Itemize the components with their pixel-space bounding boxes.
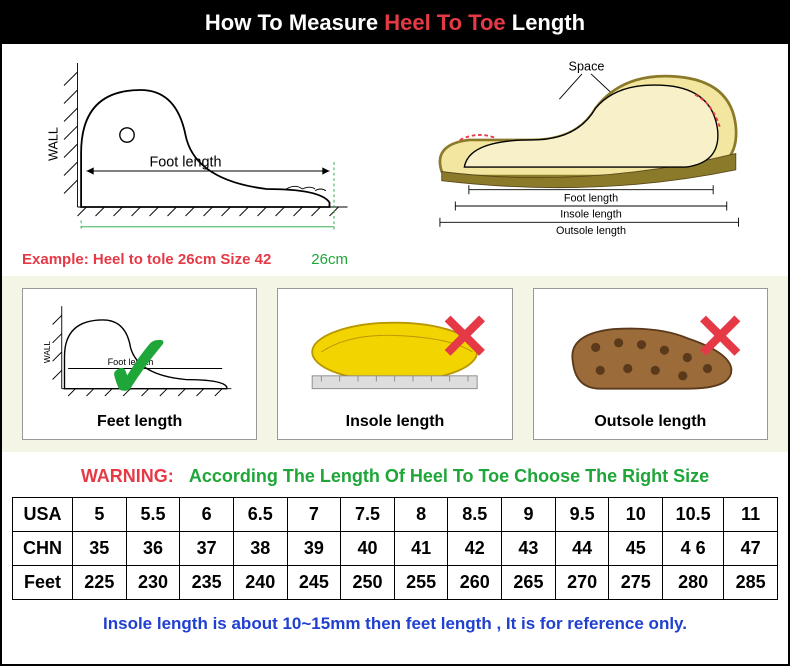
size-cell: 44 (555, 532, 609, 566)
size-cell: 5.5 (126, 498, 180, 532)
foot-length-label: Foot length (149, 155, 221, 171)
size-cell: 38 (233, 532, 287, 566)
warning-label: WARNING: (81, 466, 174, 486)
cross-icon: ✕ (438, 305, 492, 369)
size-cell: 10.5 (663, 498, 724, 532)
warning-row: WARNING: According The Length Of Heel To… (2, 452, 788, 497)
diagram-shoe: Space (405, 54, 768, 249)
size-cell: 9 (502, 498, 556, 532)
row-head: Feet (13, 566, 73, 600)
size-cell: 40 (341, 532, 395, 566)
shoe-svg: Space (405, 54, 768, 244)
size-cell: 245 (287, 566, 341, 600)
size-cell: 4 6 (663, 532, 724, 566)
size-cell: 8 (394, 498, 448, 532)
size-cell: 260 (448, 566, 502, 600)
svg-text:WALL: WALL (47, 127, 61, 161)
shoe-foot-length: Foot length (564, 192, 618, 204)
diagram-foot-wall: WALL (22, 54, 385, 249)
size-cell: 7 (287, 498, 341, 532)
size-cell: 8.5 (448, 498, 502, 532)
size-cell: 230 (126, 566, 180, 600)
size-cell: 36 (126, 532, 180, 566)
check-icon: ✓ (102, 323, 177, 413)
method-insole-label: Insole length (286, 413, 503, 431)
cross-icon: ✕ (693, 305, 747, 369)
size-cell: 275 (609, 566, 663, 600)
size-cell: 6.5 (233, 498, 287, 532)
table-row: USA55.566.577.588.599.51010.511 (13, 498, 778, 532)
size-cell: 280 (663, 566, 724, 600)
method-feet-length: WALL Foot length ✓ Feet length (22, 288, 257, 440)
header-post: Length (506, 10, 585, 35)
size-cell: 255 (394, 566, 448, 600)
size-cell: 240 (233, 566, 287, 600)
infographic-container: How To Measure Heel To Toe Length WALL (0, 0, 790, 666)
table-row: CHN35363738394041424344454 647 (13, 532, 778, 566)
size-cell: 285 (724, 566, 778, 600)
svg-text:WALL: WALL (43, 341, 52, 364)
size-cell: 11 (724, 498, 778, 532)
diagrams-row: WALL (2, 44, 788, 249)
size-cell: 235 (180, 566, 234, 600)
size-cell: 43 (502, 532, 556, 566)
size-cell: 42 (448, 532, 502, 566)
row-head: USA (13, 498, 73, 532)
space-label: Space (569, 59, 605, 73)
size-cell: 7.5 (341, 498, 395, 532)
row-head: CHN (13, 532, 73, 566)
size-cell: 265 (502, 566, 556, 600)
size-cell: 270 (555, 566, 609, 600)
table-row: Feet225230235240245250255260265270275280… (13, 566, 778, 600)
size-cell: 225 (73, 566, 127, 600)
size-cell: 41 (394, 532, 448, 566)
size-cell: 45 (609, 532, 663, 566)
method-outsole-label: Outsole length (542, 413, 759, 431)
header-accent: Heel To Toe (384, 10, 505, 35)
size-cell: 250 (341, 566, 395, 600)
warning-text: According The Length Of Heel To Toe Choo… (189, 466, 709, 486)
header-pre: How To Measure (205, 10, 384, 35)
size-cell: 9.5 (555, 498, 609, 532)
size-cell: 39 (287, 532, 341, 566)
shoe-insole-length: Insole length (560, 209, 622, 221)
example-row: Example: Heel to tole 26cm Size 42 26cm (2, 249, 788, 276)
size-table: USA55.566.577.588.599.51010.511CHN353637… (12, 497, 778, 600)
size-cell: 35 (73, 532, 127, 566)
size-cell: 5 (73, 498, 127, 532)
foot-wall-svg: WALL (22, 54, 385, 234)
shoe-outsole-length: Outsole length (556, 225, 626, 237)
size-cell: 10 (609, 498, 663, 532)
example-cm: 26cm (311, 251, 348, 268)
method-outsole-length: ✕ Outsole length (533, 288, 768, 440)
size-cell: 37 (180, 532, 234, 566)
method-insole-length: ✕ Insole length (277, 288, 512, 440)
footnote-text: Insole length is about 10~15mm then feet… (2, 600, 788, 664)
size-cell: 47 (724, 532, 778, 566)
header-bar: How To Measure Heel To Toe Length (2, 2, 788, 44)
size-cell: 6 (180, 498, 234, 532)
example-label: Example: Heel to tole 26cm Size 42 (22, 251, 271, 268)
methods-row: WALL Foot length ✓ Feet length (2, 276, 788, 452)
